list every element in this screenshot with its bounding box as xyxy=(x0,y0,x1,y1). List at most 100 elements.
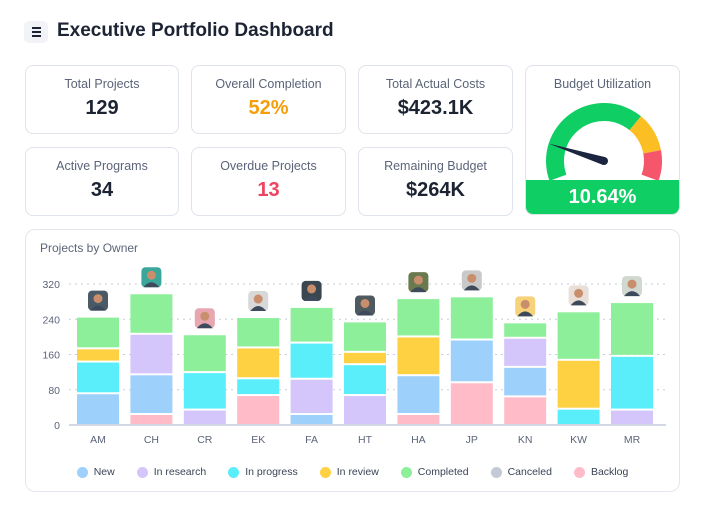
x-tick-label: JP xyxy=(466,434,478,446)
avatar-face-icon xyxy=(360,298,370,308)
bar-segment-in-review xyxy=(397,337,440,375)
x-tick-label: AM xyxy=(90,434,106,446)
bar-segment-in-research xyxy=(290,379,333,413)
legend-item[interactable]: In review xyxy=(319,466,379,478)
bar-segment-in-review xyxy=(77,349,119,361)
legend-label: Completed xyxy=(417,466,469,478)
bar-segment-completed xyxy=(290,307,333,342)
bar-segment-completed xyxy=(183,335,226,372)
kpi-overall-completion: Overall Completion 52% xyxy=(191,65,346,134)
hamburger-icon xyxy=(31,27,41,29)
gauge-warn-band xyxy=(629,116,661,154)
bar-segment-new xyxy=(77,394,119,424)
kpi-label: Total Projects xyxy=(64,77,140,91)
legend-item[interactable]: In research xyxy=(136,466,207,478)
legend-dot-icon xyxy=(400,466,412,478)
gauge-ok-band xyxy=(546,103,641,181)
chart-title: Projects by Owner xyxy=(40,241,139,255)
bar-segment-completed xyxy=(611,303,653,355)
bar-segment-completed xyxy=(130,294,173,333)
projects-by-owner-chart: Projects by Owner 0 80 160 240 320 AM CH CR EK FA… xyxy=(25,229,680,492)
bar-segment-in-research xyxy=(344,396,386,424)
avatar-body-icon xyxy=(90,305,106,311)
bar-segment-in-progress xyxy=(611,356,653,409)
bar-segment-new xyxy=(504,367,547,396)
avatar-face-icon xyxy=(574,288,584,298)
avatar-body-icon xyxy=(357,310,373,316)
legend-item[interactable]: In progress xyxy=(228,466,298,478)
budget-utilization-card: Budget Utilization 10.64% xyxy=(525,65,680,215)
kpi-overdue-projects: Overdue Projects 13 xyxy=(191,147,346,216)
legend-dot-icon xyxy=(319,466,331,478)
avatar-body-icon xyxy=(303,295,320,301)
kpi-label: Active Programs xyxy=(56,159,148,173)
legend-label: In research xyxy=(153,466,207,478)
x-tick-label: HA xyxy=(411,434,426,446)
y-tick-label: 160 xyxy=(42,350,60,362)
bar-segment-completed xyxy=(450,297,493,339)
x-tick-label: EK xyxy=(251,434,265,446)
gauge-value: 10.64% xyxy=(526,180,679,214)
legend-dot-icon xyxy=(228,466,240,478)
bar-segment-in-progress xyxy=(183,373,226,409)
bar-segment-new xyxy=(397,376,440,413)
kpi-value: 34 xyxy=(90,179,114,201)
legend-label: In progress xyxy=(245,466,298,478)
avatar-body-icon xyxy=(410,287,427,293)
avatar-face-icon xyxy=(93,294,103,304)
x-tick-label: KN xyxy=(518,434,533,446)
x-tick-label: HT xyxy=(358,434,373,446)
bar-segment-in-research xyxy=(504,338,547,366)
bar-segment-completed xyxy=(557,312,600,359)
kpi-value: $264K xyxy=(406,179,465,201)
avatar-face-icon xyxy=(467,273,477,283)
legend-item[interactable]: Backlog xyxy=(573,466,628,478)
kpi-remaining-budget: Remaining Budget $264K xyxy=(358,147,513,216)
legend-item[interactable]: Completed xyxy=(400,466,469,478)
avatar-face-icon xyxy=(200,311,210,321)
bar-segment-completed xyxy=(77,317,119,348)
gauge-label: Budget Utilization xyxy=(553,77,652,91)
bar-segment-completed xyxy=(237,318,280,347)
bar-segment-backlog xyxy=(450,383,493,424)
legend-label: Canceled xyxy=(507,466,552,478)
kpi-total-projects: Total Projects 129 xyxy=(25,65,179,134)
legend-item[interactable]: New xyxy=(76,466,115,478)
bar-segment-in-progress xyxy=(237,379,280,395)
y-tick-label: 240 xyxy=(42,314,60,326)
avatar-face-icon xyxy=(146,270,156,280)
avatar-body-icon xyxy=(463,285,480,291)
avatar-face-icon xyxy=(307,284,317,294)
x-tick-label: FA xyxy=(305,434,318,446)
avatar-face-icon xyxy=(520,299,530,309)
gauge-danger-band xyxy=(641,150,662,181)
bar-segment-backlog xyxy=(237,396,280,424)
bar-segment-completed xyxy=(504,323,547,337)
avatar-body-icon xyxy=(196,323,213,329)
budget-gauge xyxy=(546,103,662,181)
x-tick-label: CH xyxy=(144,434,159,446)
legend-item[interactable]: Canceled xyxy=(490,466,552,478)
bar-segment-in-research xyxy=(183,410,226,424)
bar-segment-in-research xyxy=(130,334,173,374)
chart-plot: 0 80 160 240 320 AM CH CR EK FA HT HA JP KN KW MR xyxy=(42,267,666,446)
bar-segment-backlog xyxy=(130,414,173,424)
bar-segment-completed xyxy=(344,322,386,351)
avatar-body-icon xyxy=(517,311,534,317)
bar-segment-in-research xyxy=(611,410,653,424)
bar-segment-in-progress xyxy=(290,343,333,378)
kpi-value: 13 xyxy=(257,179,280,201)
page-title: Executive Portfolio Dashboard xyxy=(57,20,334,41)
bar-segment-in-review xyxy=(237,348,280,378)
menu-button[interactable] xyxy=(24,21,48,43)
legend-label: New xyxy=(93,466,115,478)
y-tick-label: 80 xyxy=(48,385,60,397)
bar-segment-new xyxy=(450,340,493,382)
x-tick-label: CR xyxy=(197,434,213,446)
avatar-body-icon xyxy=(570,300,587,306)
kpi-value: 129 xyxy=(85,97,119,119)
avatar-face-icon xyxy=(413,275,423,285)
bar-segment-in-review xyxy=(344,352,386,364)
bar-segment-new xyxy=(130,375,173,413)
y-tick-label: 320 xyxy=(42,279,60,291)
